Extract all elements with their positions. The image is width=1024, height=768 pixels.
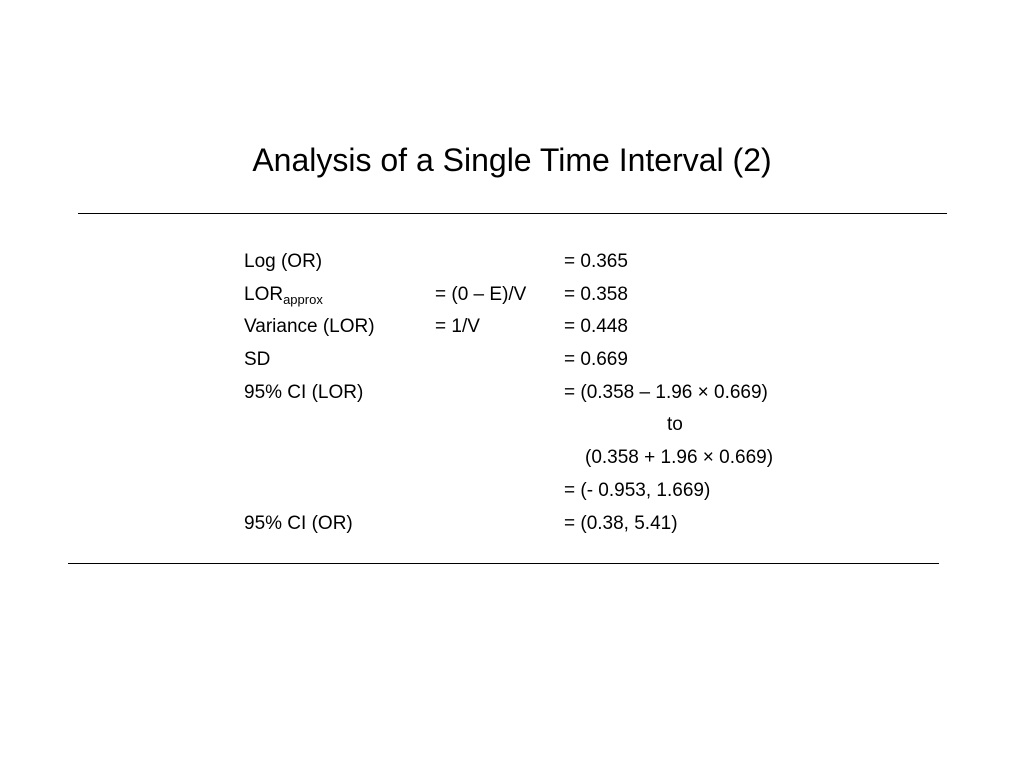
table-row: 95% CI (LOR) = (0.358 – 1.96 × 0.669) xyxy=(244,377,864,410)
row-label: LORapprox xyxy=(244,279,323,311)
row-value: = 0.448 xyxy=(564,316,628,338)
row-label: SD xyxy=(244,349,271,371)
row-label: Variance (LOR) xyxy=(244,316,375,338)
table-row: Variance (LOR) = 1/V = 0.448 xyxy=(244,311,864,344)
table-row: to xyxy=(244,409,864,442)
table-row: Log (OR) = 0.365 xyxy=(244,246,864,279)
top-divider xyxy=(78,213,947,214)
row-value: = (- 0.953, 1.669) xyxy=(564,479,711,501)
table-row: SD = 0.669 xyxy=(244,344,864,377)
table-row: LORapprox = (0 – E)/V = 0.358 xyxy=(244,279,864,312)
table-row: 95% CI (OR) = (0.38, 5.41) xyxy=(244,508,864,541)
row-value: = 0.669 xyxy=(564,349,628,371)
slide-title: Analysis of a Single Time Interval (2) xyxy=(252,142,772,178)
row-label: 95% CI (OR) xyxy=(244,512,353,534)
row-value: to xyxy=(667,414,683,436)
bottom-divider xyxy=(68,563,939,564)
table-row: = (- 0.953, 1.669) xyxy=(244,475,864,508)
row-value: = 0.358 xyxy=(564,283,628,305)
lor-label-text: LOR xyxy=(244,283,284,305)
row-value: = 0.365 xyxy=(564,251,628,272)
row-value: = (0.358 – 1.96 × 0.669) xyxy=(564,381,768,403)
lor-label-subscript: approx xyxy=(283,291,323,307)
row-label: Log (OR) xyxy=(244,251,323,272)
row-value: = (0.38, 5.41) xyxy=(564,512,678,534)
row-formula: = 1/V xyxy=(435,316,480,338)
row-label: 95% CI (LOR) xyxy=(244,381,364,403)
calculation-table: Log (OR) = 0.365 LORapprox = (0 – E)/V =… xyxy=(244,246,864,540)
row-value: (0.358 + 1.96 × 0.669) xyxy=(585,447,774,469)
table-row: (0.358 + 1.96 × 0.669) xyxy=(244,442,864,475)
row-formula: = (0 – E)/V xyxy=(435,283,527,305)
